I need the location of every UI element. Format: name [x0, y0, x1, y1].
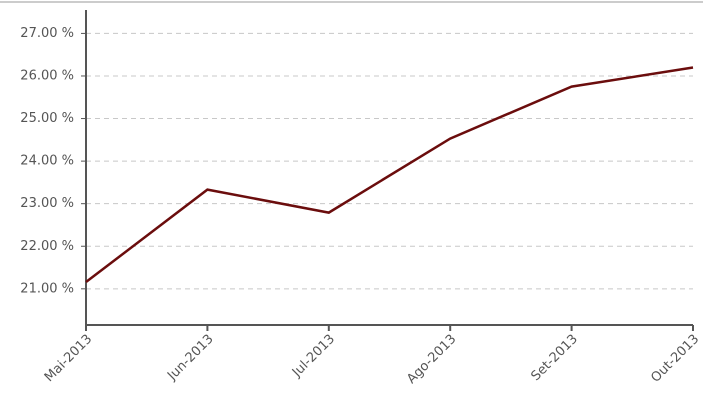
x-tick-label: Jun-2013 — [164, 332, 216, 384]
y-tick-label: 24.00 % — [20, 154, 74, 169]
x-tick-label: Ago-2013 — [404, 332, 459, 387]
y-tick-label: 23.00 % — [20, 196, 74, 211]
x-tick-label: Mai-2013 — [42, 332, 95, 385]
x-tick-label: Jul-2013 — [289, 332, 338, 381]
y-tick-label: 21.00 % — [20, 281, 74, 296]
y-tick-label: 26.00 % — [20, 68, 74, 83]
x-tick-label: Set-2013 — [528, 332, 580, 384]
y-tick-label: 25.00 % — [20, 111, 74, 126]
y-tick-label: 22.00 % — [20, 239, 74, 254]
x-tick-label: Out-2013 — [648, 332, 702, 386]
y-tick-label: 27.00 % — [20, 26, 74, 41]
data-line — [85, 66, 694, 284]
